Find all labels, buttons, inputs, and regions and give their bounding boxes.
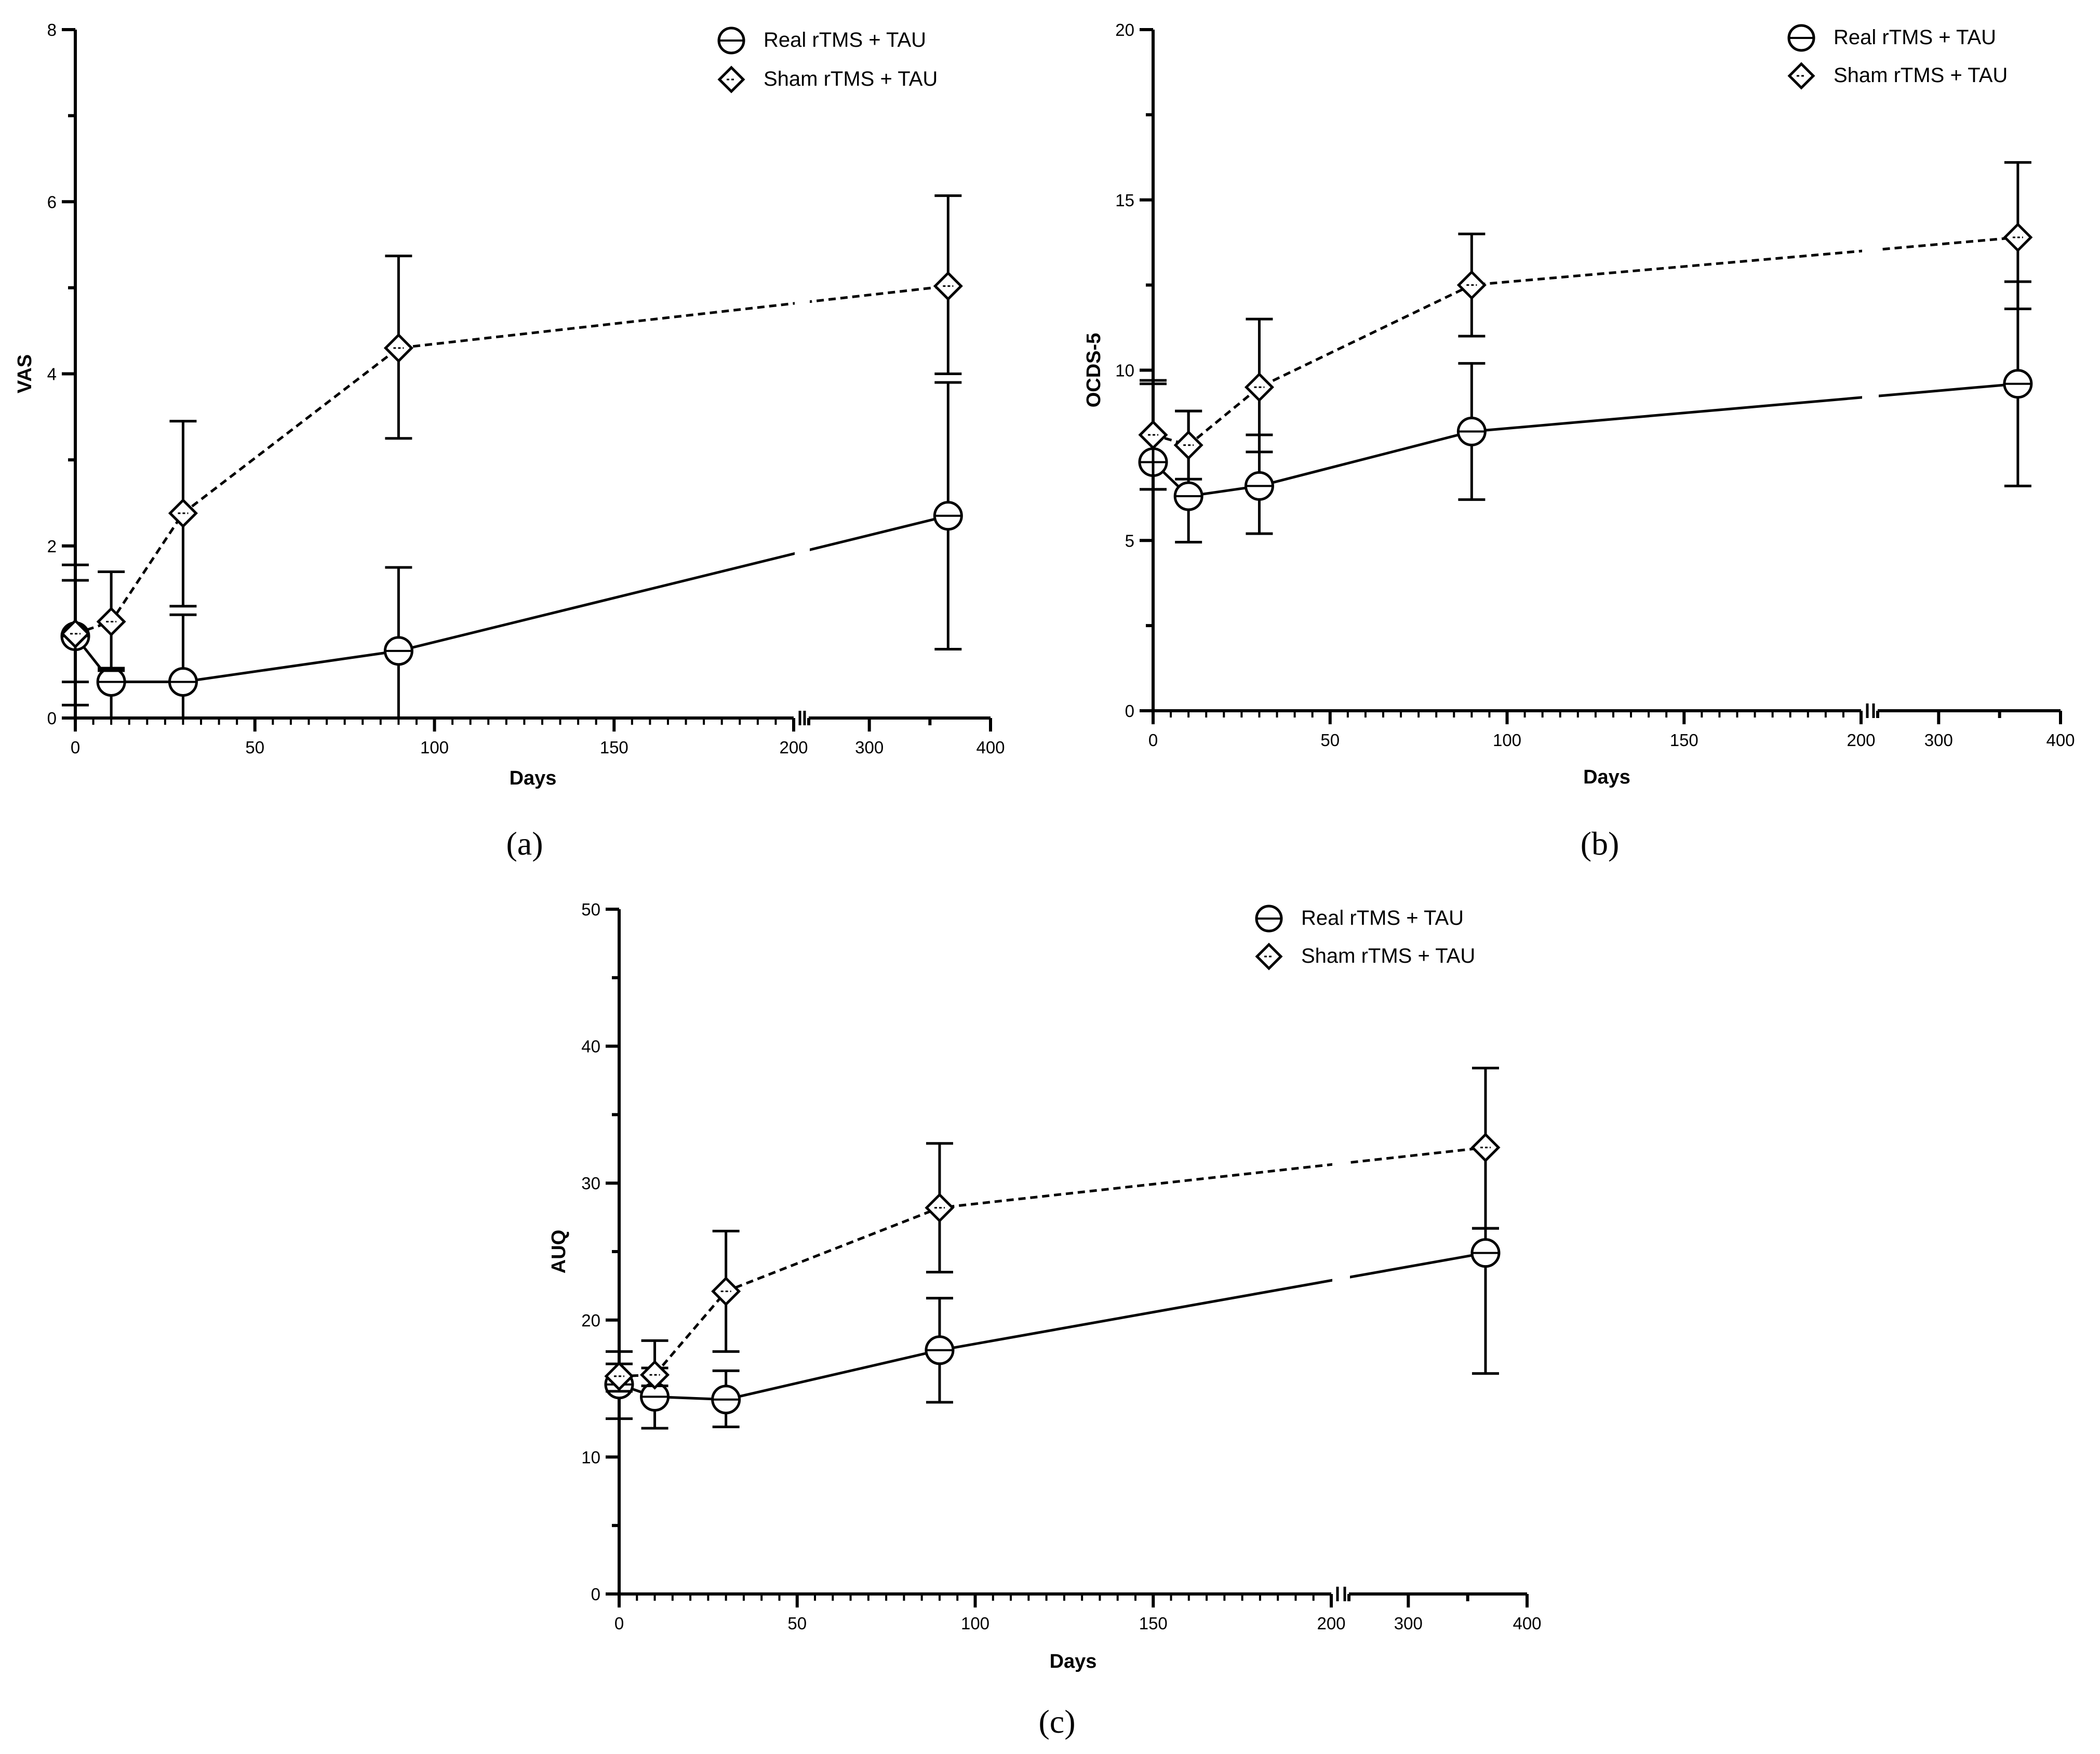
x-tick-label: 0 [1148,730,1158,750]
x-tick-label: 100 [961,1614,989,1633]
line-break-gap [795,30,810,708]
series-sham [604,909,1501,1584]
x-axis-title: Days [510,767,557,789]
legend: Real rTMS + TAU Sham rTMS + TAU [717,26,938,94]
line-break-gap [1862,30,1879,700]
x-tick-label: 200 [779,738,808,757]
y-tick-label: 50 [581,900,600,919]
legend-label-real: Real rTMS + TAU [1301,907,1464,929]
legend-label-sham: Sham rTMS + TAU [1301,945,1475,967]
y-tick-label: 8 [47,20,57,39]
x-tick-label: 50 [245,738,264,757]
x-tick-label: 300 [855,738,884,757]
y-tick-label: 20 [1115,20,1134,39]
x-axis-title: Days [1050,1651,1097,1672]
series-line [74,514,948,683]
y-tick-label: 5 [1125,531,1134,550]
series-line [619,1146,1486,1378]
x-tick-label: 400 [976,738,1005,757]
series-sham [1138,30,2033,700]
y-tick-label: 10 [581,1447,600,1467]
series-line [1153,236,2018,447]
panel-label: (a) [506,825,543,862]
legend-label-real: Real rTMS + TAU [1834,26,1996,49]
panel-label: (c) [1038,1703,1075,1740]
legend: Real rTMS + TAU Sham rTMS + TAU [1255,905,1475,971]
y-tick-label: 30 [581,1174,600,1193]
series-line [1152,382,2018,498]
y-tick-label: 20 [581,1311,600,1330]
series-line [619,1252,1486,1401]
legend-label-real: Real rTMS + TAU [764,29,926,51]
chart-panel-c: 0 10 20 30 40 50 0 50 100 150 200 300 400 Days AUQ (c) R… [548,900,1542,1740]
x-tick-label: 100 [1493,730,1521,750]
x-tick-label: 50 [787,1614,807,1633]
x-tick-label: 400 [2046,730,2075,750]
series-real [604,909,1501,1584]
x-tick-label: 300 [1924,730,1953,750]
y-axis-title: AUQ [548,1230,570,1273]
x-tick-label: 200 [1317,1614,1345,1633]
legend-label-sham: Sham rTMS + TAU [764,68,938,90]
y-tick-label: 6 [47,192,57,211]
y-tick-label: 40 [581,1037,600,1056]
panel-label: (b) [1581,825,1620,862]
x-tick-label: 150 [600,738,628,757]
x-tick-label: 400 [1513,1614,1541,1633]
x-tick-label: 200 [1847,730,1875,750]
y-tick-label: 2 [47,537,57,556]
x-tick-label: 100 [420,738,449,757]
series-real [60,30,963,720]
x-tick-label: 300 [1394,1614,1423,1633]
x-tick-label: 0 [71,738,80,757]
x-tick-label: 150 [1139,1614,1168,1633]
legend: Real rTMS + TAU Sham rTMS + TAU [1787,24,2008,90]
chart-panel-a: 0 2 4 6 8 0 50 100 150 200 300 400 Days VAS (a) Real rT… [14,20,1005,862]
series-line [75,285,948,635]
y-axis-title: OCDS-5 [1083,333,1105,408]
y-tick-label: 0 [47,709,57,728]
x-tick-label: 0 [614,1614,624,1633]
x-tick-label: 50 [1320,730,1340,750]
y-axis-title: VAS [14,354,36,393]
y-tick-label: 0 [1125,701,1134,721]
y-tick-label: 10 [1115,361,1134,380]
x-tick-label: 150 [1670,730,1698,750]
y-tick-label: 0 [591,1585,600,1604]
y-tick-label: 15 [1115,191,1134,210]
y-tick-label: 4 [47,365,57,384]
series-sham [60,30,963,708]
legend-label-sham: Sham rTMS + TAU [1834,64,2008,87]
series-real [1138,30,2033,700]
line-break-gap [1332,909,1350,1584]
x-axis-title: Days [1583,766,1630,788]
